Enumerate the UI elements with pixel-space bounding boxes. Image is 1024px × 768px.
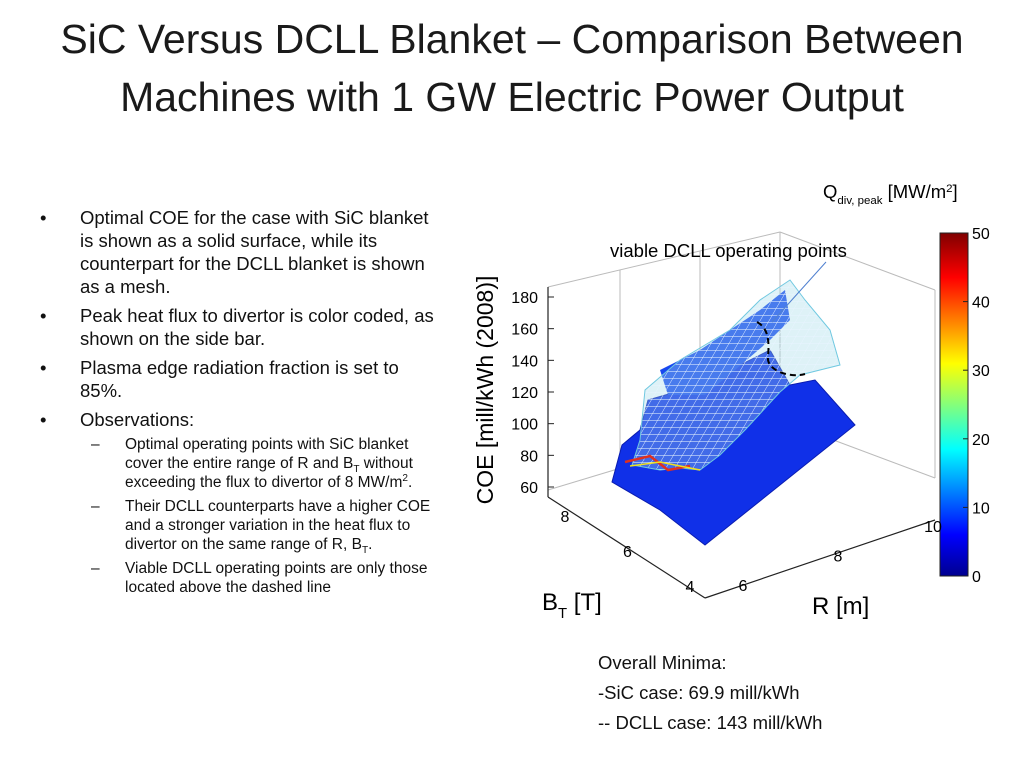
minima-heading: Overall Minima: bbox=[598, 652, 727, 673]
text-run: Plasma edge radiation fraction is set to… bbox=[80, 357, 399, 401]
colorbar-tick-label: 10 bbox=[972, 500, 990, 517]
hot-spot-edge bbox=[629, 461, 701, 471]
x-tick-label: 6 bbox=[739, 578, 748, 595]
text-run: T bbox=[353, 464, 360, 476]
bullet: Observations: Optimal operating points wi… bbox=[36, 408, 436, 597]
colorbar-label: Qdiv, peak [MW/m2] bbox=[823, 181, 958, 207]
text-run: Q bbox=[823, 181, 837, 202]
bullet: Peak heat flux to divertor is color code… bbox=[36, 304, 436, 350]
annotation: viable DCLL operating points bbox=[610, 240, 847, 261]
z-axis-label: COE [mill/kWh (2008)] bbox=[472, 276, 498, 505]
y-tick-label: 6 bbox=[623, 544, 632, 561]
x-tick-label: 10 bbox=[924, 519, 942, 536]
text-run: 2 bbox=[946, 183, 952, 195]
sub-bullet: Optimal operating points with SiC blanke… bbox=[36, 435, 436, 492]
sub-bullet-list: Optimal operating points with SiC blanke… bbox=[80, 435, 436, 597]
sub-bullet: Their DCLL counterparts have a higher CO… bbox=[36, 497, 436, 557]
z-tick-label: 140 bbox=[511, 353, 538, 370]
z-tick-label: 100 bbox=[511, 417, 538, 434]
text-run: Their DCLL counterparts have a higher CO… bbox=[125, 498, 431, 553]
bullet-list: Optimal COE for the case with SiC blanke… bbox=[36, 206, 436, 603]
text-run: . bbox=[368, 536, 373, 553]
text-run: without exceeding the flux to divertor o… bbox=[125, 455, 413, 491]
text-run: T bbox=[361, 545, 369, 557]
text-run: Peak heat flux to divertor is color code… bbox=[80, 305, 434, 349]
bullet: Plasma edge radiation fraction is set to… bbox=[36, 356, 436, 402]
y-axis-label: BT [T] bbox=[542, 589, 602, 622]
text-run: B bbox=[542, 589, 558, 616]
colorbar-tick-label: 30 bbox=[972, 363, 990, 380]
annotation-leader bbox=[771, 261, 827, 323]
text-run: T bbox=[558, 606, 567, 622]
slide-title: SiC Versus DCLL Blanket – Comparison Bet… bbox=[60, 16, 964, 120]
minima-line: -- DCLL case: 143 mill/kWh bbox=[598, 712, 823, 733]
sub-bullet: Viable DCLL operating points are only th… bbox=[36, 559, 436, 597]
text-run: div, peak bbox=[837, 195, 882, 207]
x-tick-label: 8 bbox=[834, 549, 843, 566]
colorbar-tick-label: 50 bbox=[972, 226, 990, 243]
text-run: Viable DCLL operating points are only th… bbox=[125, 560, 428, 596]
minima-line: -SiC case: 69.9 mill/kWh bbox=[598, 682, 800, 703]
text-run: [T] bbox=[567, 589, 602, 616]
y-tick-label: 4 bbox=[686, 579, 695, 596]
text-run: Observations: bbox=[80, 409, 195, 430]
y-tick-label: 8 bbox=[561, 509, 570, 526]
colorbar-tick-label: 40 bbox=[972, 295, 990, 312]
colorbar bbox=[939, 232, 969, 577]
text-run: Optimal operating points with SiC blanke… bbox=[125, 436, 409, 472]
text-run: [MW/m bbox=[882, 181, 946, 202]
viability-boundary bbox=[756, 321, 806, 377]
minima-box: Overall Minima: -SiC case: 69.9 mill/kWh -… bbox=[598, 648, 822, 738]
text-run: . bbox=[408, 474, 413, 491]
text-run: ] bbox=[953, 181, 958, 202]
x-axis-label: R [m] bbox=[812, 593, 869, 620]
z-tick-label: 80 bbox=[520, 448, 538, 465]
colorbar-tick-label: 20 bbox=[972, 432, 990, 449]
z-tick-label: 60 bbox=[520, 480, 538, 497]
z-tick-label: 120 bbox=[511, 385, 538, 402]
dcll-mesh bbox=[631, 279, 841, 471]
colorbar-tick-label: 0 bbox=[972, 569, 981, 586]
z-tick-label: 160 bbox=[511, 322, 538, 339]
text-run: Optimal COE for the case with SiC blanke… bbox=[80, 207, 429, 297]
bullet: Optimal COE for the case with SiC blanke… bbox=[36, 206, 436, 298]
text-run: 2 bbox=[402, 472, 409, 484]
z-tick-label: 180 bbox=[511, 290, 538, 307]
hot-spot bbox=[624, 454, 691, 472]
